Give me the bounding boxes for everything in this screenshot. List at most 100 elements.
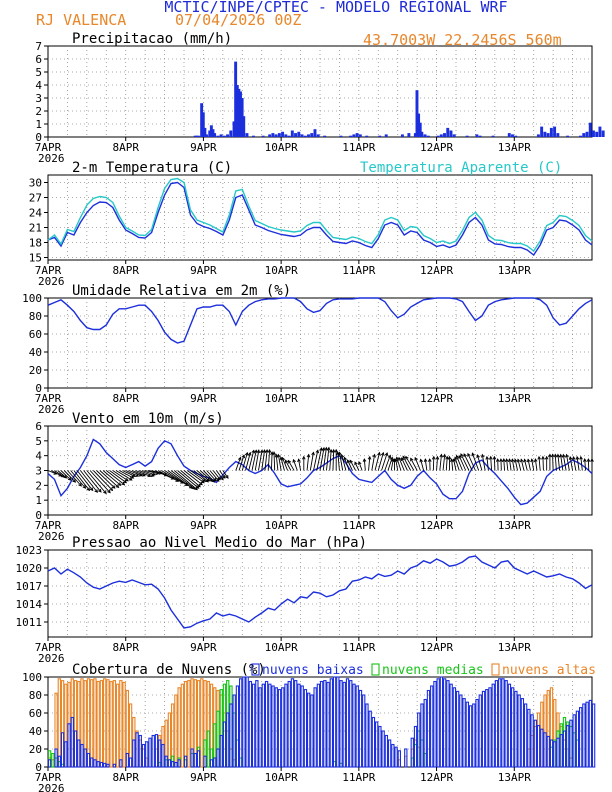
cloud-low-bar (303, 689, 308, 768)
wind-arrow-head (414, 456, 418, 461)
cloud-low-bar (582, 703, 586, 768)
precip-bar (384, 134, 388, 137)
cloud-low-bar (355, 685, 359, 768)
cloud-low-bar (530, 714, 534, 768)
wind-arrow (374, 452, 380, 471)
wind-arrow (557, 454, 561, 471)
cloud-low-bar (264, 680, 269, 768)
precip-bar (478, 135, 482, 137)
wind-arrow-head (507, 458, 512, 463)
y-tick-label: 24 (29, 207, 43, 220)
wind-arrow (173, 470, 198, 491)
cloud-low-bar (64, 741, 68, 768)
wind-arrow (285, 460, 292, 471)
cloud-low-bar (164, 755, 168, 768)
cloud-low-bar (559, 734, 563, 768)
wind-arrow (339, 452, 344, 471)
wind-arrow-head (302, 455, 306, 460)
cloud-low-bar (404, 748, 408, 768)
cloud-low-bar (358, 689, 363, 768)
cloud-low-bar (287, 680, 291, 768)
cloud-low-bar (365, 703, 369, 768)
wind-arrow (354, 461, 360, 471)
cloud-low-bar (226, 712, 230, 768)
wind-arrow-head (349, 459, 353, 464)
cloud-low-bar (384, 734, 389, 768)
precip-bar (536, 134, 540, 137)
wind-arrow-head (212, 477, 217, 482)
precip-bar (355, 133, 359, 137)
x-tick-label: 12APR (420, 519, 453, 532)
x-tick-label: 8APR (112, 771, 139, 784)
wind-arrow-head (117, 482, 122, 486)
wind-arrow-head (346, 459, 351, 464)
x-year-label: 2026 (38, 530, 65, 543)
precip-bar (378, 135, 382, 137)
cloud-low-bar (158, 739, 162, 768)
precip-bar (209, 125, 213, 137)
wind-arrow-head (338, 451, 342, 456)
wind-arrow (196, 470, 210, 482)
wind-arrow (128, 470, 142, 477)
cloud-low-bar (99, 761, 104, 768)
cloud-low-bar (102, 762, 107, 768)
x-tick-label: 8APR (112, 519, 139, 532)
wind-arrow (119, 470, 134, 479)
wind-arrow-head (572, 455, 576, 460)
wind-arrow-head (431, 455, 436, 460)
wind-arrow (183, 470, 203, 486)
wind-arrow (309, 452, 314, 471)
cloud-high-bar (180, 683, 185, 768)
wind-arrow (132, 470, 146, 477)
y-tick-label: 0 (35, 761, 42, 774)
wind-arrow (177, 470, 199, 489)
wind-arrow-head (274, 453, 279, 458)
precip-bar (323, 135, 327, 137)
series-line (47, 181, 593, 257)
wind-arrow (277, 454, 282, 471)
wind-arrow (398, 457, 405, 471)
cloud-low-bar (465, 701, 470, 768)
wind-arrow (115, 470, 133, 481)
x-tick-label: 9APR (190, 392, 217, 405)
precip-bar (582, 133, 586, 137)
cloud-low-bar (527, 708, 531, 768)
x-tick-label: 7APR (35, 771, 62, 784)
wind-arrow-head (297, 458, 301, 463)
wind-arrow (109, 470, 127, 484)
wind-arrow (584, 458, 586, 471)
precip-bar (452, 134, 456, 137)
wind-arrow (527, 459, 531, 471)
cloud-low-bar (397, 750, 402, 768)
wind-arrow (157, 470, 179, 482)
x-tick-label: 9APR (190, 641, 217, 654)
cloud-low-bar (161, 743, 165, 768)
wind-arrow-head (220, 476, 224, 481)
x-year-label: 2026 (38, 782, 65, 792)
x-tick-label: 12APR (420, 771, 453, 784)
y-tick-label: 27 (29, 192, 42, 205)
cloud-low-bar (491, 683, 495, 768)
x-tick-label: 11APR (342, 141, 375, 154)
wind-arrow (436, 456, 438, 471)
cloud-low-bar (238, 678, 243, 768)
wind-arrow (358, 461, 363, 471)
legend-swatch (251, 663, 260, 676)
wind-arrow-head (197, 483, 201, 488)
cloud-low-bar (413, 725, 418, 768)
panel-temp: 15 18 21 24 27 30 7APR 8APR 9APR 10APR 11APR 12APR 1… (29, 160, 593, 288)
cloud-low-bar (70, 716, 74, 768)
precip-bar (213, 133, 217, 137)
wind-arrow (54, 470, 65, 478)
wind-arrow (298, 459, 302, 471)
wind-arrow (414, 457, 421, 471)
y-tick-label: 100 (22, 671, 42, 684)
wind-arrow (481, 454, 486, 471)
precip-bar (252, 135, 255, 137)
y-tick-label: 1020 (16, 562, 43, 575)
y-tick-label: 2 (35, 105, 42, 118)
x-tick-label: 7APR (35, 264, 62, 277)
precip-bar (507, 133, 511, 137)
cloud-low-bar (222, 721, 227, 768)
